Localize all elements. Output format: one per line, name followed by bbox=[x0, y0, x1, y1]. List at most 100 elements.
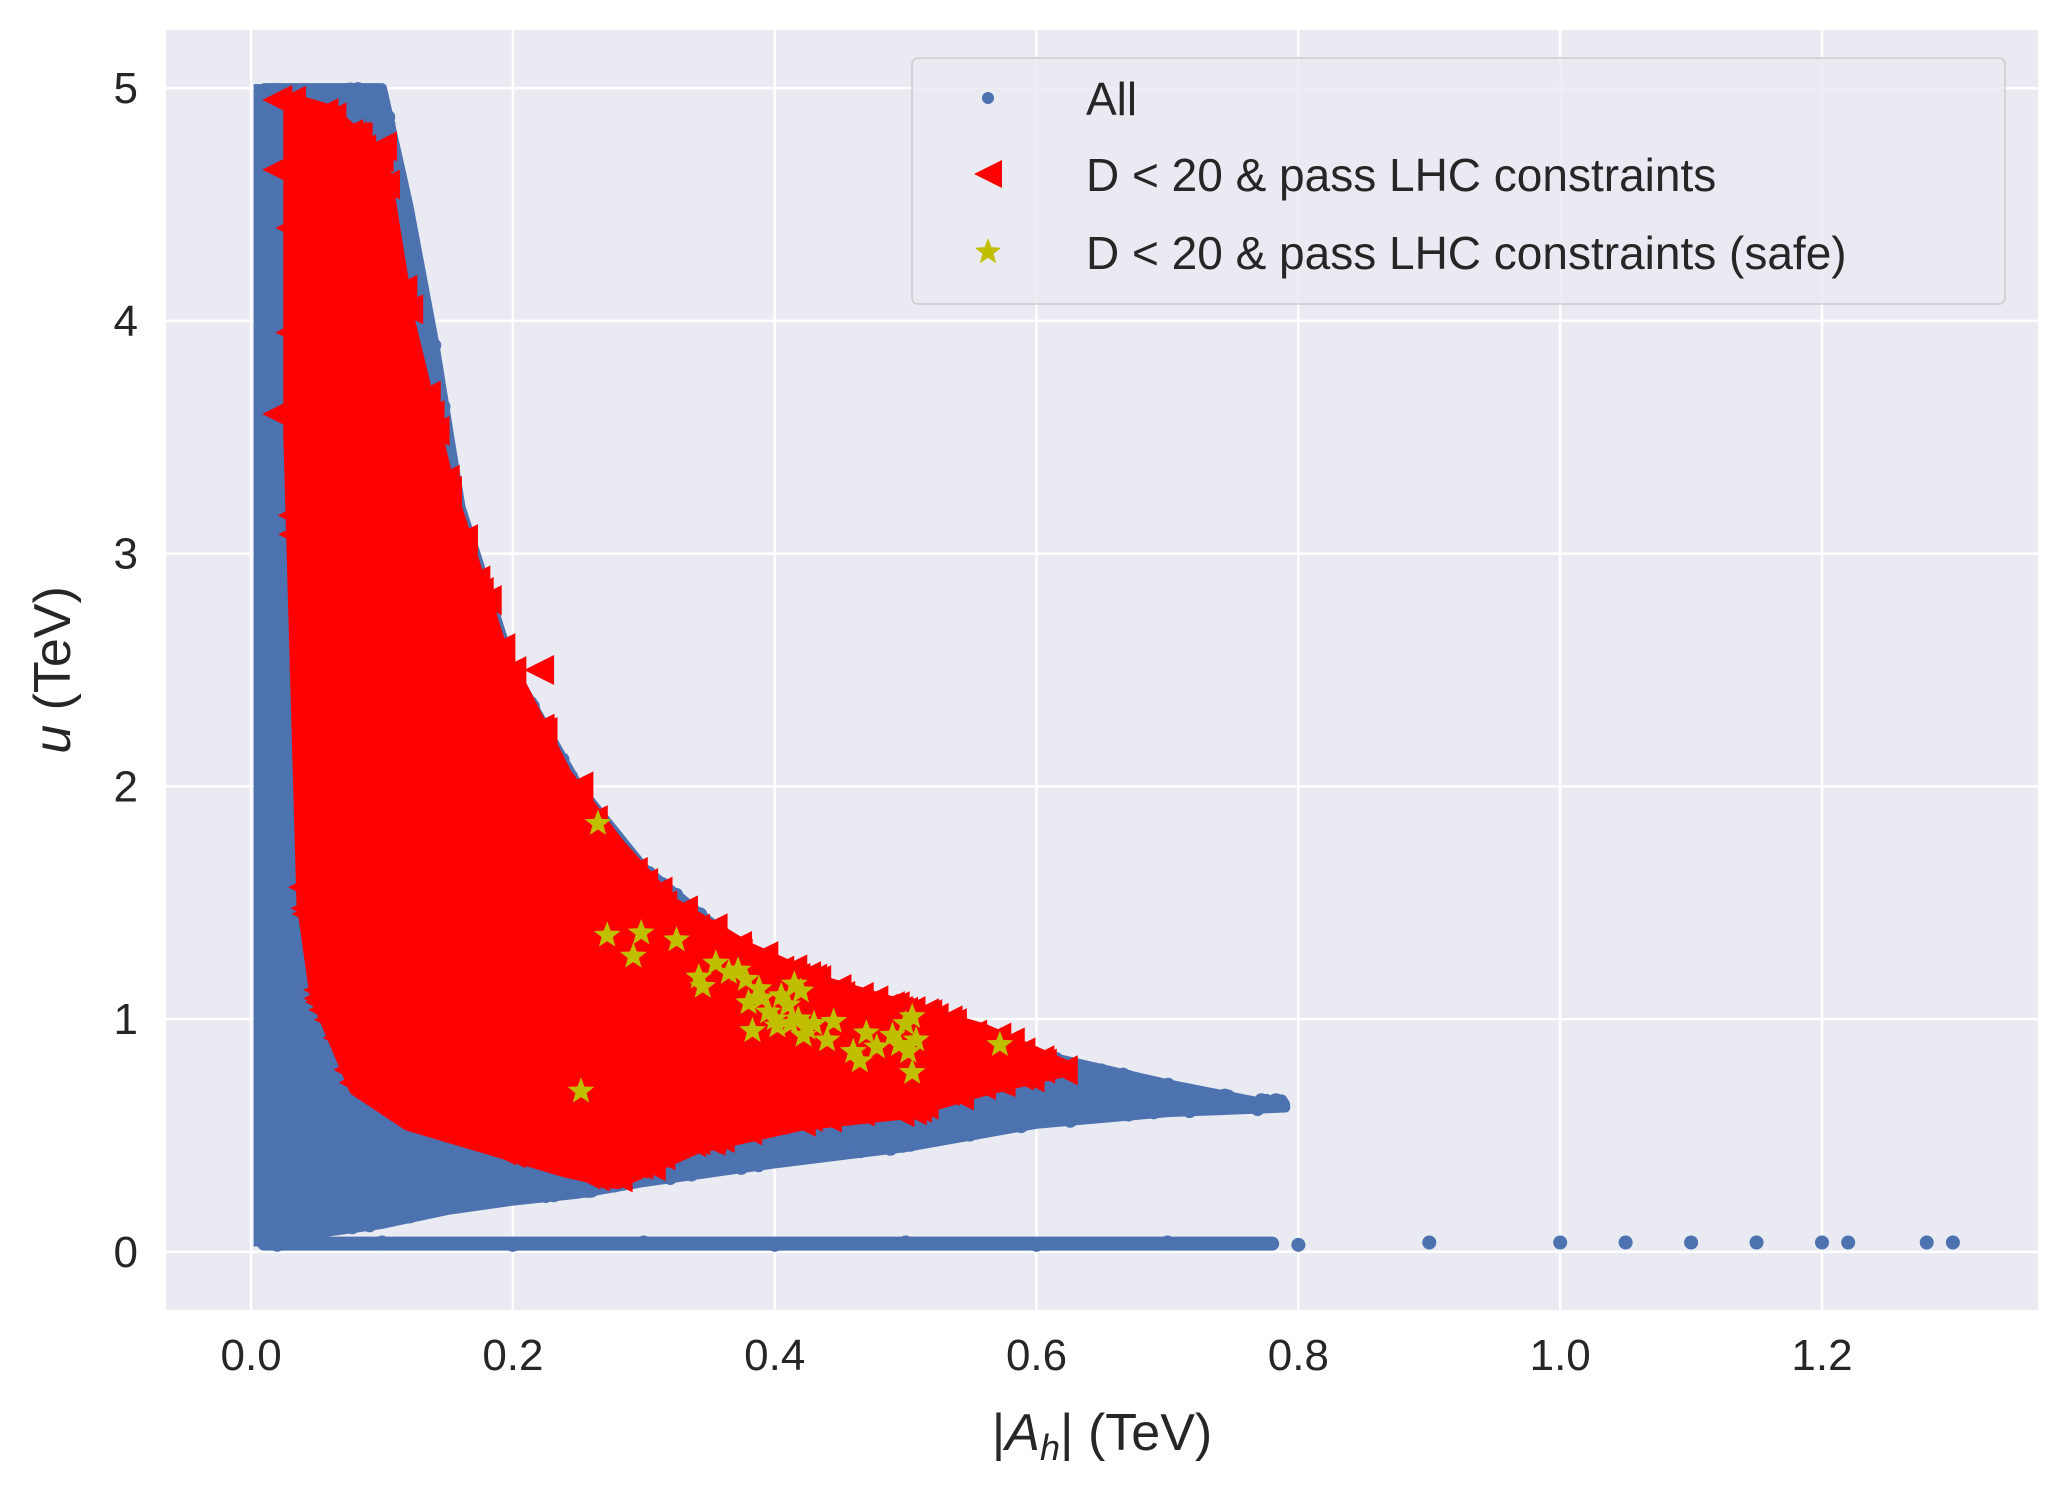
all-point bbox=[1063, 1113, 1078, 1128]
safe-point bbox=[732, 965, 760, 991]
safe-point bbox=[781, 970, 808, 996]
x-tick-label: 0.6 bbox=[1006, 1331, 1067, 1380]
safe-point bbox=[748, 984, 775, 1010]
pass-lhc-point bbox=[431, 475, 462, 506]
all-point bbox=[427, 338, 442, 353]
all-point bbox=[584, 1183, 599, 1198]
legend-entry: D < 20 & pass LHC constraints (safe) bbox=[974, 227, 1847, 279]
pass-lhc-point bbox=[860, 1089, 891, 1120]
pass-lhc-point bbox=[957, 1019, 988, 1050]
safe-point bbox=[620, 942, 647, 968]
pass-lhc-point bbox=[1024, 1045, 1055, 1076]
safe-point bbox=[820, 1007, 847, 1033]
safe-point bbox=[879, 1021, 906, 1047]
all-point bbox=[1086, 1066, 1101, 1081]
pass-lhc-point bbox=[262, 84, 293, 115]
all-point bbox=[681, 1162, 696, 1177]
legend-label: D < 20 & pass LHC constraints bbox=[1086, 149, 1716, 201]
y-tick-label: 3 bbox=[114, 530, 138, 579]
pass-lhc-point bbox=[628, 867, 659, 898]
pass-lhc-point bbox=[275, 212, 306, 243]
safe-point bbox=[627, 919, 655, 945]
all-point bbox=[856, 1137, 871, 1152]
all-point bbox=[1159, 1082, 1174, 1097]
pass-lhc-point bbox=[278, 519, 309, 550]
all-point bbox=[883, 1141, 898, 1156]
pass-lhc-point bbox=[393, 701, 424, 732]
safe-point bbox=[986, 1030, 1014, 1056]
safe-point bbox=[663, 926, 690, 952]
series-pass-lhc-safe bbox=[567, 809, 1014, 1103]
data-points bbox=[253, 82, 1960, 1252]
all-point bbox=[554, 1182, 569, 1197]
pass-lhc-point bbox=[369, 169, 400, 200]
all-point bbox=[1553, 1235, 1568, 1250]
safe-point bbox=[853, 1019, 880, 1045]
all-point bbox=[748, 1150, 763, 1165]
x-tick-label: 0.0 bbox=[221, 1331, 282, 1380]
all-point bbox=[505, 1237, 520, 1252]
pass-lhc-point bbox=[463, 577, 494, 608]
all-point bbox=[663, 1170, 678, 1185]
all-point bbox=[1137, 1100, 1152, 1115]
all-point bbox=[1192, 1086, 1207, 1101]
all-point bbox=[836, 1141, 851, 1156]
pass-lhc-point bbox=[447, 524, 478, 555]
pass-lhc-point bbox=[393, 492, 424, 523]
all-point bbox=[381, 110, 396, 125]
all-point bbox=[1841, 1235, 1856, 1250]
legend-label: All bbox=[1086, 73, 1137, 125]
pass-lhc-point bbox=[676, 1127, 707, 1158]
x-axis-title: |Ah| (TeV) bbox=[992, 1404, 1212, 1468]
all-point bbox=[989, 1120, 1004, 1135]
pass-lhc-point bbox=[753, 1104, 784, 1135]
all-point bbox=[347, 1216, 362, 1231]
pass-lhc-point bbox=[722, 930, 753, 961]
x-tick-label: 1.2 bbox=[1791, 1331, 1852, 1380]
safe-point bbox=[774, 991, 802, 1017]
pass-lhc-point bbox=[821, 974, 852, 1005]
all-point bbox=[1001, 1113, 1016, 1128]
legend-marker-triangle bbox=[974, 160, 1002, 188]
pass-lhc-point bbox=[288, 872, 319, 903]
all-point bbox=[924, 1127, 939, 1142]
safe-point bbox=[885, 1030, 913, 1056]
pass-lhc-point bbox=[858, 985, 889, 1016]
pass-lhc-point bbox=[262, 154, 293, 185]
pass-lhc-point bbox=[385, 1097, 416, 1128]
pass-lhc-point bbox=[314, 317, 345, 348]
y-tick-label: 4 bbox=[114, 297, 138, 346]
pass-lhc-point bbox=[908, 1089, 939, 1120]
all-point bbox=[1104, 1103, 1119, 1118]
pass-lhc-point bbox=[667, 895, 698, 926]
safe-point bbox=[702, 949, 730, 975]
safe-point bbox=[777, 1009, 804, 1036]
pass-lhc-point bbox=[496, 656, 527, 687]
all-point bbox=[375, 1235, 389, 1250]
safe-point bbox=[846, 1047, 874, 1073]
all-point bbox=[1228, 1094, 1243, 1109]
pass-lhc-point bbox=[327, 271, 358, 301]
all-point bbox=[1102, 1070, 1117, 1085]
all-point bbox=[1618, 1235, 1633, 1250]
all-point bbox=[1240, 1096, 1255, 1111]
pass-lhc-point bbox=[442, 1114, 473, 1145]
all-point bbox=[1121, 1107, 1136, 1122]
pass-lhc-point bbox=[291, 898, 322, 929]
legend-entry: D < 20 & pass LHC constraints bbox=[974, 149, 1716, 201]
pass-lhc-point bbox=[489, 1134, 520, 1165]
pass-lhc-point bbox=[288, 655, 319, 685]
safe-point bbox=[794, 1014, 821, 1040]
pass-lhc-point bbox=[680, 913, 711, 944]
safe-point bbox=[863, 1033, 891, 1059]
safe-point bbox=[689, 972, 716, 998]
pass-lhc-point bbox=[1005, 1037, 1036, 1068]
all-point bbox=[1030, 1113, 1045, 1128]
safe-point bbox=[715, 958, 743, 984]
pass-lhc-point bbox=[635, 1151, 666, 1182]
all-point bbox=[1749, 1235, 1764, 1250]
safe-point bbox=[584, 809, 612, 835]
safe-point bbox=[902, 1026, 930, 1052]
pass-lhc-point bbox=[316, 102, 347, 133]
y-axis-title: u (TeV) bbox=[24, 586, 82, 754]
